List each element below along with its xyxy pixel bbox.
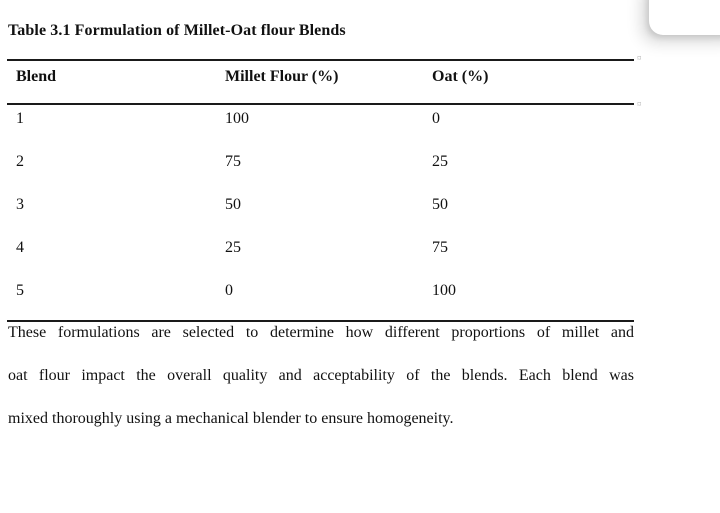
table-cell: 1 bbox=[16, 110, 24, 127]
table-cell: 5 bbox=[16, 282, 24, 299]
paragraph-line: oat flour impact the overall quality and… bbox=[8, 367, 634, 384]
table-row: 1 100 0 bbox=[7, 105, 634, 148]
table-row: 5 0 100 bbox=[7, 277, 634, 320]
formulation-table: Blend Millet Flour (%) Oat (%) 1 100 0 2… bbox=[7, 59, 634, 322]
column-header-blend: Blend bbox=[16, 68, 57, 85]
floating-card bbox=[649, 0, 720, 35]
table-cell: 0 bbox=[225, 282, 233, 299]
table-cell: 100 bbox=[432, 282, 456, 299]
table-cell: 2 bbox=[16, 153, 24, 170]
paragraph-line: mixed thoroughly using a mechanical blen… bbox=[8, 410, 454, 427]
table-cell: 75 bbox=[432, 239, 448, 256]
table-cell: 50 bbox=[432, 196, 448, 213]
body-paragraph: These formulations are selected to deter… bbox=[8, 311, 634, 440]
table-caption: Table 3.1 Formulation of Millet-Oat flou… bbox=[8, 22, 346, 39]
table-cell: 0 bbox=[432, 110, 440, 127]
table-header-row: Blend Millet Flour (%) Oat (%) bbox=[7, 61, 634, 105]
table-cell: 4 bbox=[16, 239, 24, 256]
table-cell: 100 bbox=[225, 110, 249, 127]
table-cell: 50 bbox=[225, 196, 241, 213]
row-end-marker-icon: ¤ bbox=[637, 53, 642, 63]
column-header-millet-flour: Millet Flour (%) bbox=[225, 68, 339, 85]
column-header-oat: Oat (%) bbox=[432, 68, 489, 85]
table-row: 3 50 50 bbox=[7, 191, 634, 234]
paragraph-line: These formulations are selected to deter… bbox=[8, 324, 634, 341]
row-end-marker-icon: ¤ bbox=[637, 99, 642, 109]
table-row: 2 75 25 bbox=[7, 148, 634, 191]
table-row: 4 25 75 bbox=[7, 234, 634, 277]
table-cell: 3 bbox=[16, 196, 24, 213]
table-cell: 75 bbox=[225, 153, 241, 170]
table-cell: 25 bbox=[225, 239, 241, 256]
table-cell: 25 bbox=[432, 153, 448, 170]
